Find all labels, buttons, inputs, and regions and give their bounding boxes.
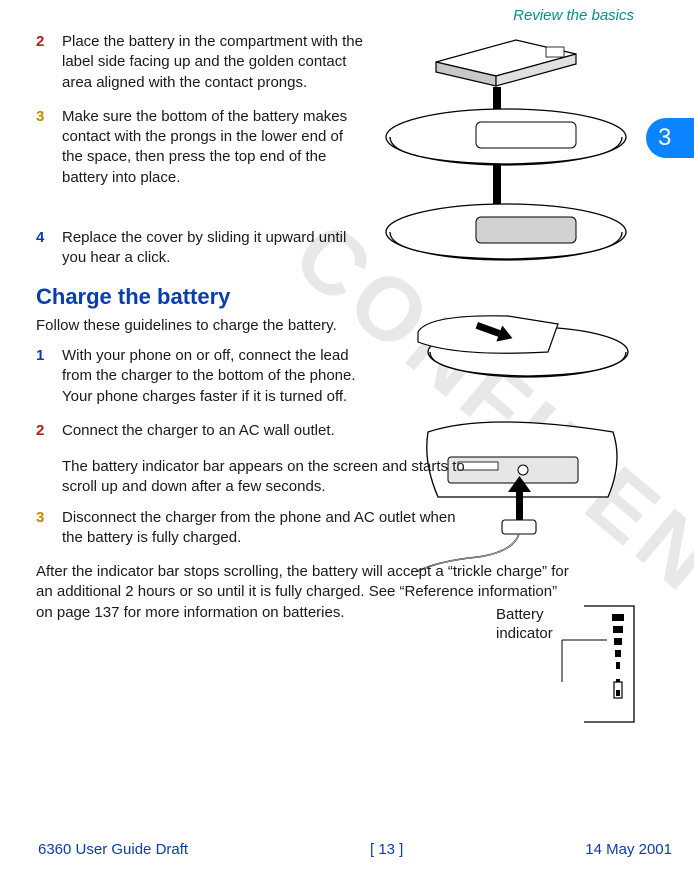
section-heading-charge: Charge the battery — [36, 282, 640, 312]
page-footer: 6360 User Guide Draft [ 13 ] 14 May 2001 — [38, 840, 672, 860]
step-number: 3 — [36, 107, 62, 188]
running-header: Review the basics — [513, 6, 634, 26]
charge-intro: Follow these guidelines to charge the ba… — [36, 316, 376, 336]
charge-steps: 1 With your phone on or off, connect the… — [36, 346, 640, 441]
charge-step-2: 2 Connect the charger to an AC wall outl… — [36, 421, 376, 441]
charge-step-3: 3 Disconnect the charger from the phone … — [36, 508, 466, 549]
step-text: Make sure the bottom of the battery make… — [62, 107, 366, 188]
step-text: Disconnect the charger from the phone an… — [62, 508, 466, 549]
chapter-tab: 3 — [646, 118, 694, 158]
step-text: Replace the cover by sliding it upward u… — [62, 228, 366, 269]
step-number: 2 — [36, 32, 62, 93]
footer-page-number: [ 13 ] — [370, 840, 403, 860]
step-number: 2 — [36, 421, 62, 441]
step-text: With your phone on or off, connect the l… — [62, 346, 376, 407]
chapter-number: 3 — [658, 122, 671, 154]
step-number: 4 — [36, 228, 62, 269]
step-number: 3 — [36, 508, 62, 549]
step-text: Place the battery in the compartment wit… — [62, 32, 366, 93]
indicator-note: The battery indicator bar appears on the… — [62, 457, 472, 498]
page-content: Review the basics 2 Place the battery in… — [36, 0, 640, 880]
step-4: 4 Replace the cover by sliding it upward… — [36, 228, 366, 269]
step-text: Connect the charger to an AC wall outlet… — [62, 421, 335, 441]
charge-step-1: 1 With your phone on or off, connect the… — [36, 346, 376, 407]
footer-left: 6360 User Guide Draft — [38, 840, 188, 860]
step-3: 3 Make sure the bottom of the battery ma… — [36, 107, 366, 188]
step-2: 2 Place the battery in the compartment w… — [36, 32, 366, 93]
footer-date: 14 May 2001 — [585, 840, 672, 860]
text-column: 2 Place the battery in the compartment w… — [36, 32, 640, 623]
body-content: 2 Place the battery in the compartment w… — [36, 32, 640, 822]
trickle-charge-note: After the indicator bar stops scrolling,… — [36, 562, 576, 623]
step-number: 1 — [36, 346, 62, 407]
